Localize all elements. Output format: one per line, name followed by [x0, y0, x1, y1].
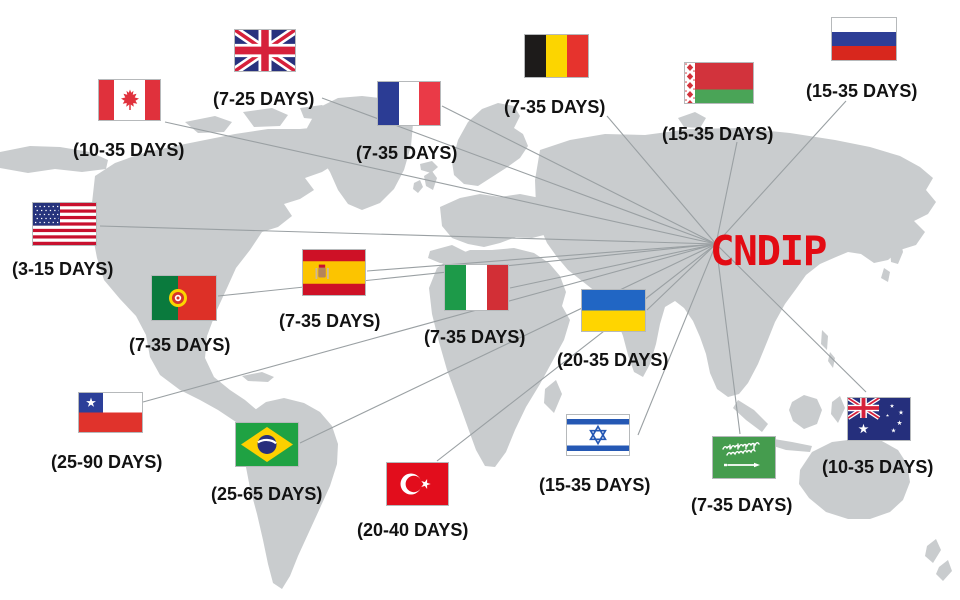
canada-days-label: (10-35 DAYS)	[73, 140, 185, 160]
saudi-arabia-flag-icon	[713, 437, 775, 478]
canada-flag-icon	[99, 80, 160, 120]
route-lines	[99, 97, 867, 462]
belgium-days-label: (7-35 DAYS)	[504, 97, 606, 117]
uk-days-label: (7-25 DAYS)	[213, 89, 315, 109]
israel-flag-icon	[567, 415, 629, 455]
belarus-days-label: (15-35 DAYS)	[662, 124, 774, 144]
spain-days-label: (7-35 DAYS)	[279, 311, 381, 331]
russia-flag-icon	[832, 18, 896, 60]
brazil-days-label: (25-65 DAYS)	[211, 484, 323, 504]
turkey-flag-icon	[387, 463, 448, 505]
portugal-days-label: (7-35 DAYS)	[129, 335, 231, 355]
brazil-flag-icon	[236, 423, 298, 466]
australia-flag-icon	[848, 398, 910, 440]
chile-flag-icon	[79, 393, 142, 432]
uk-flag-icon	[235, 30, 295, 71]
belarus-flag-icon	[685, 63, 753, 103]
portugal-flag-icon	[152, 276, 216, 320]
france-days-label: (7-35 DAYS)	[356, 143, 458, 163]
italy-flag-icon	[445, 265, 508, 310]
ukraine-flag-icon	[582, 290, 645, 331]
australia-days-label: (10-35 DAYS)	[822, 457, 934, 477]
ukraine-days-label: (20-35 DAYS)	[557, 350, 669, 370]
israel-days-label: (15-35 DAYS)	[539, 475, 651, 495]
russia-days-label: (15-35 DAYS)	[806, 81, 918, 101]
italy-days-label: (7-35 DAYS)	[424, 327, 526, 347]
france-flag-icon	[378, 82, 440, 125]
saudi-arabia-days-label: (7-35 DAYS)	[691, 495, 793, 515]
chile-days-label: (25-90 DAYS)	[51, 452, 163, 472]
spain-flag-icon	[303, 250, 365, 295]
usa-flag-icon	[33, 203, 96, 245]
usa-days-label: (3-15 DAYS)	[12, 259, 114, 279]
belgium-flag-icon	[525, 35, 588, 77]
brand-cndip: CNDIP	[710, 227, 827, 275]
turkey-days-label: (20-40 DAYS)	[357, 520, 469, 540]
